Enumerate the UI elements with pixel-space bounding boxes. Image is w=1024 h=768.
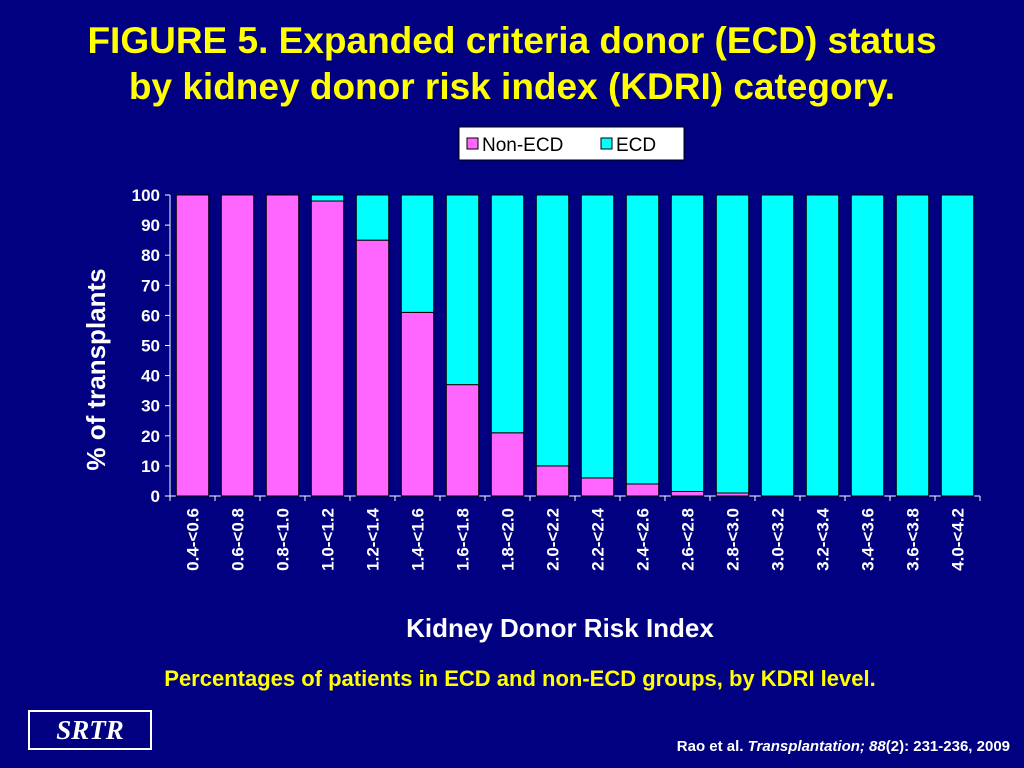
bar-ecd	[490, 194, 525, 434]
y-tick-label: 10	[141, 457, 160, 476]
legend-ecd-label: ECD	[616, 135, 656, 156]
legend-box	[458, 126, 685, 161]
x-tick-label: 2.2-<2.4	[589, 507, 608, 570]
y-axis-title: % of transplants	[81, 268, 111, 470]
bar-ecd	[715, 194, 750, 494]
x-axis-title: Kidney Donor Risk Index	[406, 613, 714, 643]
x-tick-label: 0.4-<0.6	[184, 508, 203, 571]
x-tick-label: 0.8-<1.0	[274, 508, 293, 571]
x-tick-label: 1.6-<1.8	[454, 508, 473, 571]
y-tick-label: 60	[141, 306, 160, 325]
y-tick-label: 90	[141, 216, 160, 235]
bar-non-ecd	[490, 432, 525, 497]
y-tick-label: 0	[151, 487, 160, 506]
citation-journal: Transplantation; 88	[747, 738, 886, 755]
bar-non-ecd	[175, 194, 210, 497]
bar-ecd	[895, 194, 930, 497]
bar-ecd	[445, 194, 480, 386]
x-tick-label: 1.2-<1.4	[364, 507, 383, 570]
bar-ecd	[535, 194, 570, 467]
bar-ecd	[400, 194, 435, 313]
x-tick-label: 3.6-<3.8	[904, 508, 923, 571]
title-line-2: by kidney donor risk index (KDRI) catego…	[128, 66, 896, 107]
bar-ecd	[850, 194, 885, 497]
bar-non-ecd	[670, 490, 705, 497]
bar-non-ecd	[625, 483, 660, 497]
x-tick-label: 2.8-<3.0	[724, 508, 743, 571]
x-tick-label: 1.8-<2.0	[499, 508, 518, 571]
bar-non-ecd	[265, 194, 300, 497]
x-tick-label: 2.0-<2.2	[544, 508, 563, 571]
bar-ecd	[310, 194, 345, 202]
citation: Rao et al. Transplantation; 88(2): 231-2…	[677, 738, 1010, 755]
figure-caption: Percentages of patients in ECD and non-E…	[164, 666, 876, 691]
bar-non-ecd	[220, 194, 255, 497]
x-tick-label: 2.4-<2.6	[634, 508, 653, 571]
y-tick-label: 40	[141, 367, 160, 386]
x-tick-label: 1.4-<1.6	[409, 508, 428, 571]
x-tick-label: 3.0-<3.2	[769, 508, 788, 571]
bar-ecd	[760, 194, 795, 497]
bar-ecd	[805, 194, 840, 497]
bar-non-ecd	[310, 200, 345, 497]
y-tick-label: 50	[141, 337, 160, 356]
x-tick-label: 0.6-<0.8	[229, 508, 248, 571]
legend-non-ecd-label: Non-ECD	[482, 135, 563, 156]
y-tick-label: 100	[132, 186, 160, 205]
citation-rest: (2): 231-236, 2009	[885, 738, 1010, 755]
y-tick-label: 30	[141, 397, 160, 416]
bar-ecd	[625, 194, 660, 485]
bar-non-ecd	[400, 311, 435, 497]
citation-authors: Rao et al.	[676, 738, 748, 755]
bar-ecd	[940, 194, 975, 497]
bar-non-ecd	[355, 239, 390, 497]
legend-non-ecd-swatch	[466, 137, 479, 150]
x-tick-label: 3.2-<3.4	[814, 507, 833, 570]
x-tick-label: 1.0-<1.2	[319, 508, 338, 571]
y-tick-label: 70	[141, 276, 160, 295]
x-tick-label: 4.0-<4.2	[949, 508, 968, 571]
stacked-bar-chart: 0 10 20 30 40 50 60 70 80 90 100 0.4-<0.6 0.6-<0.8 0.…	[81, 126, 981, 643]
srtr-logo: SRTR	[28, 710, 152, 750]
y-tick-label: 20	[141, 427, 160, 446]
bar-ecd	[670, 194, 705, 492]
bar-non-ecd	[445, 384, 480, 497]
title-line-1: FIGURE 5. Expanded criteria donor (ECD) …	[87, 20, 937, 61]
x-tick-label: 3.4-<3.6	[859, 508, 878, 571]
bar-ecd	[355, 194, 390, 241]
legend-ecd-swatch	[600, 137, 613, 150]
bar-non-ecd	[535, 465, 570, 497]
chart-title: FIGURE 5. Expanded criteria donor (ECD) …	[0, 18, 1024, 110]
bar-ecd	[580, 194, 615, 479]
bar-non-ecd	[580, 477, 615, 497]
y-tick-label: 80	[141, 246, 160, 265]
x-tick-label: 2.6-<2.8	[679, 508, 698, 571]
